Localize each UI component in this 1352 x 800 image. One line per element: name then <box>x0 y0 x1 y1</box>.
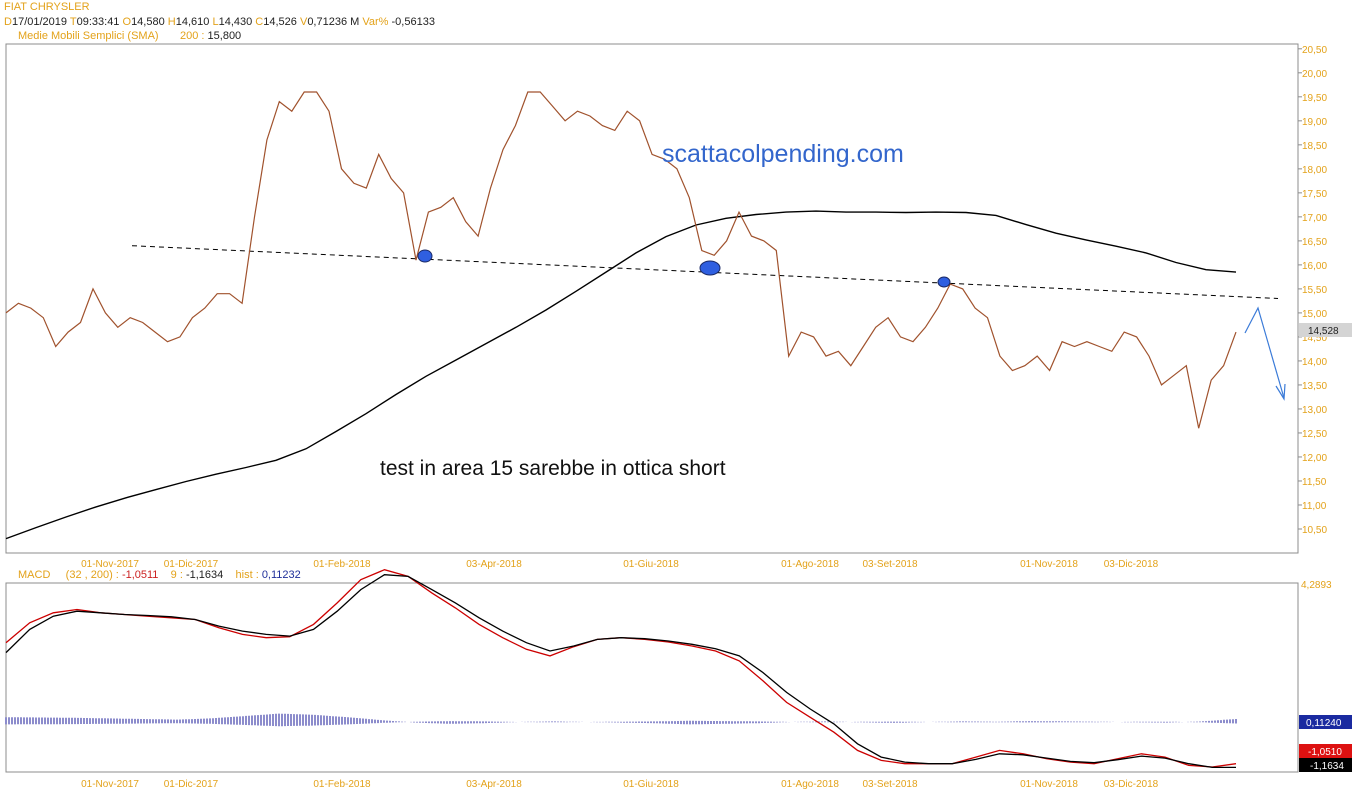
price-y-tick-label: 20,50 <box>1302 45 1327 56</box>
price-y-tick-label: 13,00 <box>1302 405 1327 416</box>
open-prefix: O <box>122 16 132 28</box>
instrument-title: FIAT CHRYSLER <box>4 1 90 13</box>
volume-prefix: V <box>299 16 308 28</box>
close-prefix: C <box>255 16 264 28</box>
macd-panel <box>5 582 1299 773</box>
date-prefix: D <box>4 16 12 28</box>
price-y-tick-label: 13,50 <box>1302 381 1327 392</box>
signal-value-label: -1,1634 <box>1310 761 1344 772</box>
signal-period: 9 : <box>170 569 183 581</box>
macd-value: -1,0511 <box>121 569 159 581</box>
macd-x-tick-label: 03-Dic-2018 <box>1104 779 1159 790</box>
price-x-tick-label: 03-Set-2018 <box>862 559 917 570</box>
hist-value-box <box>1299 715 1352 729</box>
macd-x-tick-label: 01-Nov-2017 <box>81 779 139 790</box>
analysis-comment: test in area 15 sarebbe in ottica short <box>380 457 726 480</box>
macd-legend: MACD (32 , 200) : -1,0511 9 : -1,1634 hi… <box>18 569 301 581</box>
quote-high: 14,610 <box>175 16 210 28</box>
hist-value-label: 0,11240 <box>1306 718 1342 729</box>
macd-x-tick-label: 03-Apr-2018 <box>466 779 522 790</box>
last-price-label: 14,528 <box>1308 326 1339 337</box>
var-prefix: Var% <box>362 16 389 28</box>
price-x-tick-label: 01-Ago-2018 <box>781 559 839 570</box>
touch-marker-1 <box>417 249 433 263</box>
low-prefix: L <box>212 16 219 28</box>
macd-x-axis: 01-Nov-2017 01-Dic-2017 01-Feb-2018 03-Apr-… <box>81 779 1159 790</box>
forecast-arrow <box>1244 306 1286 401</box>
sma-legend: Medie Mobili Semplici (SMA) 200 : 15,800 <box>18 30 241 42</box>
macd-value-box <box>1299 744 1352 758</box>
quote-low: 14,430 <box>218 16 253 28</box>
price-y-tick-label: 16,00 <box>1302 261 1327 272</box>
hist-label: hist : <box>235 569 259 581</box>
time-prefix: T <box>69 16 77 28</box>
price-y-tick-label: 17,00 <box>1302 213 1327 224</box>
touch-marker-3 <box>937 276 951 288</box>
sma-200-line <box>5 210 1237 540</box>
macd-params: (32 , 200) : <box>65 569 119 581</box>
signal-value-box <box>1299 758 1352 772</box>
quote-close: 14,526 <box>263 16 297 28</box>
quote-volume: 0,71236 M <box>307 16 360 28</box>
price-y-tick-label: 14,00 <box>1302 357 1327 368</box>
price-x-tick-label: 01-Nov-2018 <box>1020 559 1078 570</box>
sma-period: 200 : <box>180 30 205 42</box>
hist-value: 0,11232 <box>261 569 301 581</box>
support-trendline <box>131 245 1279 299</box>
macd-label: MACD <box>18 569 51 581</box>
quote-line: D17/01/2019 T09:33:41 O14,580 H14,610 L1… <box>4 16 435 28</box>
macd-x-tick-label: 01-Feb-2018 <box>313 779 371 790</box>
watermark-text: scattacolpending.com <box>662 140 904 168</box>
sma-value: 15,800 <box>207 30 242 42</box>
price-y-tick-label: 20,00 <box>1302 69 1327 80</box>
touch-marker-2 <box>699 260 721 276</box>
quote-var: -0,56133 <box>391 16 435 28</box>
quote-date: 17/01/2019 <box>11 16 68 28</box>
price-panel <box>5 43 1299 554</box>
price-x-axis: 01-Nov-2017 01-Dic-2017 01-Feb-2018 03-Apr-… <box>81 559 1159 570</box>
instrument-name: FIAT CHRYSLER <box>4 1 90 13</box>
price-y-tick-label: 12,50 <box>1302 429 1327 440</box>
price-y-tick-label: 10,50 <box>1302 525 1327 536</box>
price-y-tick-label: 16,50 <box>1302 237 1327 248</box>
price-line <box>5 91 1237 429</box>
price-x-tick-label: 01-Nov-2017 <box>81 559 139 570</box>
price-x-tick-label: 03-Apr-2018 <box>466 559 522 570</box>
price-y-tick-label: 18,50 <box>1302 141 1327 152</box>
price-y-axis: 10,50 11,00 11,50 12,00 12,50 13,00 13,50 14,00… <box>1298 45 1327 536</box>
last-price-box <box>1299 323 1352 337</box>
price-y-tick-label: 19,00 <box>1302 117 1327 128</box>
price-x-tick-label: 01-Feb-2018 <box>313 559 371 570</box>
macd-x-tick-label: 01-Nov-2018 <box>1020 779 1078 790</box>
price-x-tick-label: 01-Giu-2018 <box>623 559 679 570</box>
macd-x-tick-label: 03-Set-2018 <box>862 779 917 790</box>
price-y-tick-label: 11,00 <box>1302 501 1327 512</box>
price-y-tick-label: 15,50 <box>1302 285 1327 296</box>
price-y-tick-label: 12,00 <box>1302 453 1327 464</box>
sma-label: Medie Mobili Semplici (SMA) <box>18 30 159 42</box>
price-y-tick-label: 15,00 <box>1302 309 1327 320</box>
forecast-arrow-shaft <box>1244 306 1285 399</box>
macd-histogram <box>5 713 1237 727</box>
price-y-tick-label: 14,50 <box>1302 333 1327 344</box>
macd-x-tick-label: 01-Dic-2017 <box>164 779 219 790</box>
trendline-touch-markers <box>417 249 951 288</box>
price-x-tick-label: 01-Dic-2017 <box>164 559 219 570</box>
high-prefix: H <box>167 16 176 28</box>
quote-open: 14,580 <box>131 16 165 28</box>
price-y-tick-label: 18,00 <box>1302 165 1327 176</box>
signal-value: -1,1634 <box>185 569 224 581</box>
price-y-tick-label: 19,50 <box>1302 93 1327 104</box>
macd-x-tick-label: 01-Giu-2018 <box>623 779 679 790</box>
price-y-tick-label: 17,50 <box>1302 189 1327 200</box>
price-x-tick-label: 03-Dic-2018 <box>1104 559 1159 570</box>
forecast-arrow-head <box>1275 383 1286 401</box>
macd-top-label: 4,2893 <box>1301 580 1332 591</box>
macd-x-tick-label: 01-Ago-2018 <box>781 779 839 790</box>
macd-value-label: -1,0510 <box>1308 747 1342 758</box>
signal-line <box>5 574 1236 769</box>
quote-time: 09:33:41 <box>76 16 120 28</box>
price-y-tick-label: 11,50 <box>1302 477 1327 488</box>
